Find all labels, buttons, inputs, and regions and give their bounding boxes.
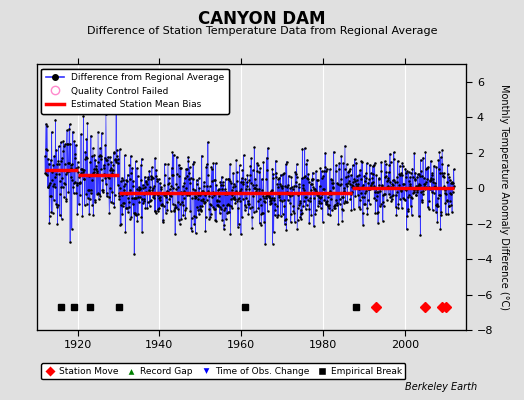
Text: Difference of Station Temperature Data from Regional Average: Difference of Station Temperature Data f… xyxy=(87,26,437,36)
Text: Berkeley Earth: Berkeley Earth xyxy=(405,382,477,392)
Text: CANYON DAM: CANYON DAM xyxy=(198,10,326,28)
Legend: Station Move, Record Gap, Time of Obs. Change, Empirical Break: Station Move, Record Gap, Time of Obs. C… xyxy=(41,363,406,380)
Y-axis label: Monthly Temperature Anomaly Difference (°C): Monthly Temperature Anomaly Difference (… xyxy=(499,84,509,310)
Legend: Difference from Regional Average, Quality Control Failed, Estimated Station Mean: Difference from Regional Average, Qualit… xyxy=(41,68,229,114)
